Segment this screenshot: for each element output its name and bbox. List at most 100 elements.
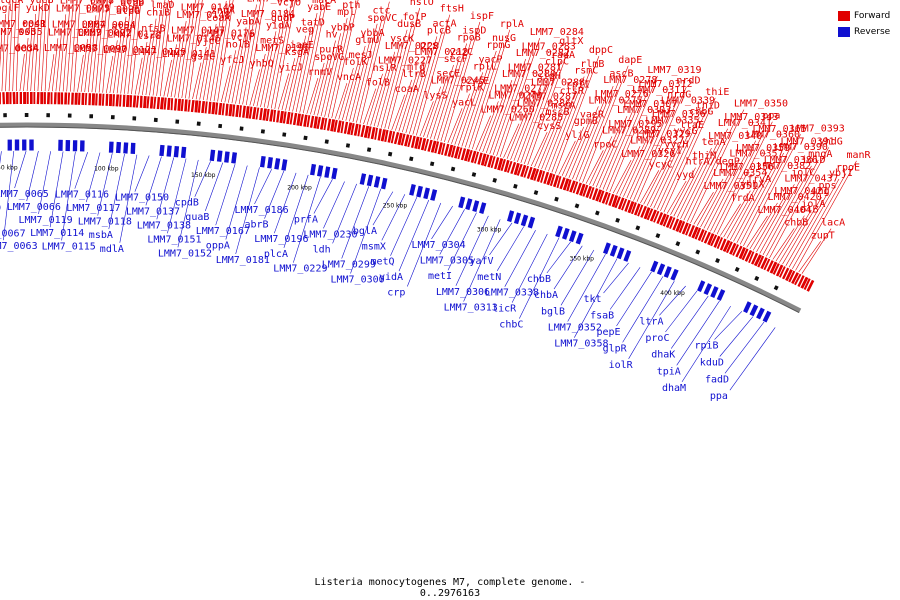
forward-leader-line: [395, 79, 412, 131]
reverse-feature: [224, 151, 230, 163]
forward-leader-line: [592, 129, 619, 187]
reverse-feature: [465, 198, 473, 211]
forward-gene-label: LMM7_0354: [713, 168, 767, 179]
forward-gene-label: LMM7_0129: [132, 47, 186, 58]
gc-marker: [345, 143, 351, 148]
forward-gene-label: rplA: [500, 19, 524, 30]
legend-label-reverse: Reverse: [854, 27, 891, 37]
reverse-leader-line: [215, 164, 236, 226]
forward-leader-line: [66, 0, 74, 92]
forward-feature: [643, 207, 651, 220]
forward-feature: [697, 228, 705, 242]
forward-gene-label: LMM7_0351: [704, 181, 758, 192]
reverse-gene-label: LMM7_0352: [548, 323, 602, 334]
forward-feature: [523, 165, 530, 178]
reverse-gene-label: LMM7_0137: [126, 206, 180, 217]
forward-leader-line: [270, 1, 293, 109]
reverse-leader-line: [3, 150, 15, 241]
reverse-feature: [513, 212, 522, 225]
forward-feature: [640, 205, 647, 218]
forward-feature: [617, 197, 625, 210]
reverse-leader-lines: [0, 150, 776, 391]
forward-leader-line: [419, 101, 434, 137]
forward-gene-label: LMM7_0185: [247, 0, 301, 5]
forward-feature: [414, 136, 420, 149]
forward-leader-line: [327, 10, 353, 118]
forward-leader-line: [373, 51, 396, 127]
forward-feature: [336, 120, 342, 133]
reverse-feature: [520, 214, 529, 227]
reverse-gene-label: LMM7_0119: [19, 215, 73, 226]
reverse-feature: [710, 286, 719, 298]
forward-leader-line: [612, 159, 632, 194]
forward-leader-line: [534, 117, 556, 168]
forward-gene-label: LMM7_0356: [720, 162, 774, 173]
forward-swatch: [838, 11, 850, 21]
reverse-leader-line: [729, 327, 776, 391]
forward-leader-line: [98, 0, 108, 93]
forward-feature: [417, 137, 423, 150]
forward-leader-line: [331, 0, 359, 119]
forward-gene-labels: qoxCqoxBqoxAmvaK2mvaDmvaK1speGclsLMM7_00…: [0, 0, 872, 241]
reverse-feature: [416, 185, 423, 198]
forward-feature: [672, 218, 680, 231]
forward-gene-label: LMM7_0336: [652, 109, 706, 120]
forward-gene-label: LMM7_0195: [255, 43, 309, 54]
forward-leader-line: [159, 0, 172, 97]
forward-leader-line: [320, 33, 341, 117]
forward-gene-label: LMM7_0260: [481, 105, 535, 116]
forward-feature: [691, 226, 699, 239]
forward-feature: [572, 181, 579, 194]
reverse-leader-line: [38, 151, 51, 215]
forward-feature: [579, 183, 586, 196]
reverse-gene-label: metI: [428, 271, 452, 282]
forward-gene-label: manR: [847, 150, 872, 161]
forward-gene-label: ispD: [462, 26, 486, 37]
forward-leader-line: [138, 42, 148, 95]
forward-leader-line: [465, 50, 497, 148]
forward-feature: [460, 148, 467, 161]
gc-marker: [450, 166, 456, 172]
forward-leader-line: [16, 0, 20, 92]
scale-tick-label: 200 kbp: [287, 185, 312, 192]
reverse-leader-line: [86, 152, 101, 203]
forward-leader-line: [23, 37, 29, 92]
reverse-leader-line: [264, 170, 285, 219]
forward-leader-line: [231, 27, 247, 104]
gc-marker: [260, 129, 265, 134]
forward-gene-label: mfd: [407, 62, 425, 73]
forward-gene-label: chiB: [146, 8, 170, 19]
scale-tick-label: 50 kbp: [0, 164, 18, 171]
forward-leader-line: [142, 34, 152, 95]
reverse-gene-labels: LMM7_0031LMM7_0019yidALMM7_0067LMM7_0063…: [0, 189, 729, 402]
scale-tick-label: 300 kbp: [477, 226, 502, 233]
reverse-leader-line: [49, 151, 64, 228]
forward-leader-line: [156, 0, 169, 96]
forward-gene-label: LMM7_0090: [73, 44, 127, 55]
forward-gene-label: htrA/degP: [686, 157, 740, 168]
reverse-feature: [231, 152, 238, 164]
reverse-gene-label: crp: [387, 288, 405, 299]
forward-gene-label: veg: [296, 25, 314, 36]
forward-gene-label: LMM7_0058: [44, 43, 98, 54]
forward-gene-label: ltaE: [680, 120, 704, 131]
forward-gene-label: nagC: [282, 0, 306, 1]
forward-gene-label: LMM7_0276: [595, 89, 649, 100]
reverse-feature: [317, 165, 324, 177]
forward-gene-label: mscA: [551, 100, 575, 111]
forward-feature: [669, 217, 676, 229]
gc-marker: [554, 196, 559, 202]
reverse-gene-label: fsaB: [590, 311, 614, 322]
forward-gene-label: rpmG: [486, 40, 510, 51]
forward-gene-label: gltX: [559, 36, 583, 47]
forward-leader-line: [700, 172, 730, 228]
forward-gene-label: atpA: [111, 22, 135, 33]
forward-feature: [791, 272, 799, 285]
forward-gene-label: ycyI: [658, 146, 682, 157]
reverse-gene-label: LMM7_0300: [331, 275, 385, 286]
reverse-leader-line: [546, 241, 571, 274]
reverse-leader-line: [665, 290, 698, 333]
forward-gene-label: spoVC: [367, 13, 397, 24]
forward-leader-line: [589, 136, 613, 185]
forward-leader-line: [338, 68, 354, 120]
